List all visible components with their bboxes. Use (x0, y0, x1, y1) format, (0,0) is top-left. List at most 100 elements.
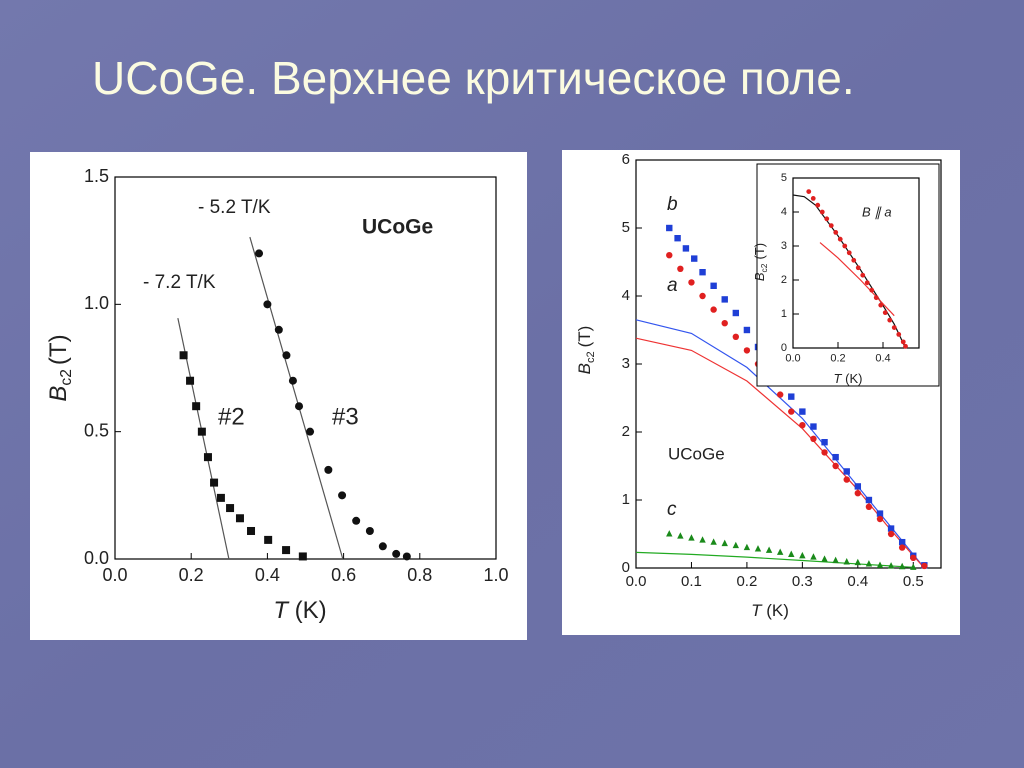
y-tick-label: 2 (622, 423, 630, 440)
axis-symbol: T (273, 597, 290, 624)
axis-symbol: T (834, 371, 843, 386)
data-point (226, 504, 235, 513)
data-point (743, 543, 751, 551)
y-tick-label: 3 (622, 355, 630, 372)
y-axis-label: Bc2 (T) (752, 243, 769, 281)
data-point (788, 550, 795, 557)
x-tick-label: 0.0 (102, 565, 127, 585)
data-point (810, 435, 817, 442)
data-point (288, 376, 297, 385)
y-tick-label: 0 (781, 342, 787, 354)
x-axis-label: T (K) (273, 597, 326, 624)
data-point (854, 483, 862, 490)
data-point (203, 453, 212, 462)
chart: 0.0 0.2 0.4 0.6 0.8 1.0 0.0 0.5 1.0 1.5 T (K) Bc2 (T… (45, 166, 508, 625)
axis-subscript: c2 (759, 263, 769, 272)
y-tick-label: 6 (622, 151, 630, 168)
data-point (274, 325, 283, 334)
data-point (264, 535, 273, 544)
data-point (810, 423, 817, 430)
axis-symbol: B (752, 272, 767, 281)
annotation: - 5.2 T/K (198, 197, 271, 218)
data-point (776, 548, 784, 555)
series-label: a (667, 275, 678, 296)
data-point (910, 563, 917, 570)
data-point (699, 292, 706, 300)
y-axis-label: Bc2 (T) (575, 326, 597, 375)
series-label: b (667, 194, 678, 215)
data-point (799, 422, 806, 429)
data-point (833, 230, 839, 235)
slide-title: UCoGe. Верхнее критическое поле. (92, 52, 855, 104)
data-point (864, 280, 870, 286)
data-point (921, 562, 928, 570)
data-point (754, 545, 762, 552)
x-tick-label: 0.1 (681, 573, 702, 590)
annotation: B ∥ a (862, 204, 892, 219)
data-point (900, 339, 906, 345)
data-point (378, 542, 387, 551)
y-tick-label: 2 (781, 274, 787, 286)
x-tick-label: 0.0 (626, 573, 647, 590)
data-point (699, 536, 706, 543)
fit-line (249, 236, 344, 560)
data-point (828, 223, 834, 229)
data-point (776, 391, 784, 398)
data-point (876, 510, 884, 517)
data-point (799, 408, 806, 415)
data-point (810, 553, 817, 560)
x-tick-label: 0.6 (331, 565, 356, 585)
data-point (282, 546, 291, 555)
y-tick-label: 1.5 (84, 166, 109, 186)
data-point (765, 546, 773, 553)
data-point (282, 351, 291, 360)
data-point (832, 453, 839, 461)
data-point (896, 332, 902, 337)
x-tick-label: 0.8 (407, 565, 432, 585)
data-point (832, 462, 839, 470)
axis-unit: (K) (295, 597, 327, 624)
data-point (860, 272, 866, 278)
data-point (806, 189, 812, 195)
data-point (837, 236, 843, 242)
data-point (846, 250, 852, 256)
axis-subscript: c2 (58, 369, 75, 385)
series-label: #2 (218, 403, 245, 430)
data-point (247, 526, 256, 535)
data-point (788, 408, 795, 415)
data-point (869, 287, 875, 293)
x-axis-label: T (K) (834, 371, 863, 386)
y-tick-label: 0.0 (84, 548, 109, 568)
data-point (855, 265, 861, 271)
data-point (179, 351, 188, 360)
data-point (666, 252, 673, 259)
data-point (210, 478, 219, 487)
data-point (854, 490, 862, 497)
series-label: #3 (332, 403, 359, 430)
data-point (821, 449, 828, 456)
data-point (854, 558, 862, 566)
data-point (865, 560, 873, 567)
data-point (306, 427, 315, 436)
data-point (666, 530, 673, 537)
data-point (898, 562, 906, 570)
x-tick-label: 0.5 (903, 573, 924, 590)
x-tick-label: 0.2 (736, 573, 757, 590)
data-point (674, 235, 681, 242)
axis-unit: (T) (575, 326, 594, 348)
x-axis-label: T (K) (751, 601, 789, 620)
data-point (876, 515, 884, 523)
data-point (677, 532, 684, 539)
series-label: c (667, 499, 677, 520)
data-point (843, 476, 850, 483)
axis-unit: (K) (766, 601, 789, 620)
data-point (710, 538, 717, 545)
data-point (255, 249, 264, 258)
y-tick-label: 5 (622, 219, 630, 236)
data-point (903, 343, 908, 349)
x-tick-label: 0.0 (785, 352, 800, 364)
data-point (402, 552, 411, 561)
data-point (338, 491, 347, 500)
